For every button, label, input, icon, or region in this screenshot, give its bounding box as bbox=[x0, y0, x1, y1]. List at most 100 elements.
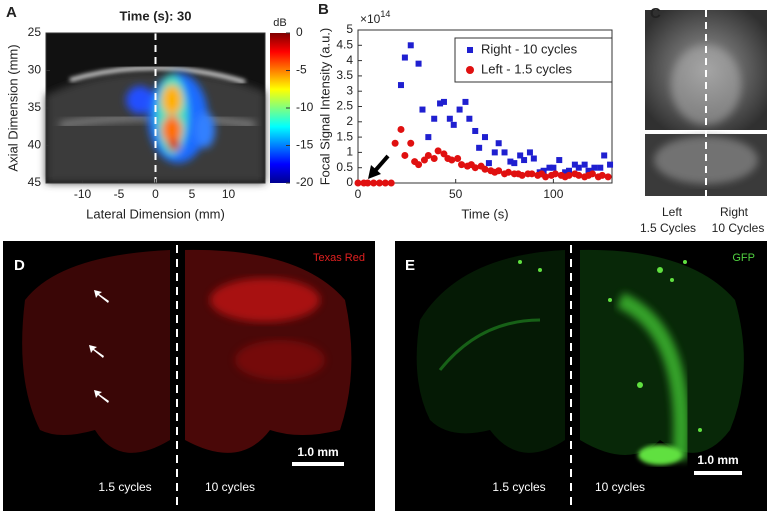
colorbar-label: dB bbox=[273, 17, 286, 29]
left-label: Left bbox=[662, 205, 683, 219]
point bbox=[601, 152, 608, 159]
mri-images bbox=[645, 10, 767, 196]
point bbox=[495, 167, 503, 175]
y-tick-label: 3 bbox=[346, 83, 353, 97]
y-tick-label: 4.5 bbox=[336, 37, 353, 51]
y-tick-label: 2 bbox=[346, 114, 353, 128]
right-cycles: 10 Cycles bbox=[712, 221, 765, 235]
point bbox=[585, 167, 592, 174]
point bbox=[504, 168, 512, 176]
arrow bbox=[368, 154, 390, 179]
y-tick-label: 0.5 bbox=[336, 160, 353, 174]
point bbox=[550, 164, 557, 171]
point bbox=[415, 161, 423, 169]
point bbox=[542, 173, 550, 181]
panel-label: D bbox=[14, 257, 25, 274]
y-tick-label: 1.5 bbox=[336, 129, 353, 143]
y-tick-label: 0 bbox=[346, 175, 353, 189]
y-axis-label: Axial Dimension (mm) bbox=[5, 44, 20, 171]
point bbox=[575, 171, 583, 179]
x-tick-label: 0 bbox=[355, 187, 362, 201]
point bbox=[407, 42, 414, 49]
point bbox=[581, 161, 588, 168]
point bbox=[562, 169, 569, 176]
point bbox=[354, 179, 362, 187]
point bbox=[607, 161, 614, 168]
point bbox=[521, 157, 528, 164]
x-axis-label: Lateral Dimension (mm) bbox=[86, 206, 225, 221]
multiplier-exponent: 14 bbox=[380, 9, 390, 19]
legend-marker bbox=[466, 66, 474, 74]
point bbox=[565, 171, 573, 179]
point bbox=[387, 179, 395, 187]
point bbox=[551, 170, 559, 178]
point bbox=[588, 170, 596, 178]
stain-label: GFP bbox=[732, 252, 755, 264]
point bbox=[397, 125, 405, 133]
point bbox=[430, 155, 438, 163]
point bbox=[456, 106, 463, 113]
point bbox=[546, 164, 553, 171]
y-tick-label: 2.5 bbox=[336, 99, 353, 113]
fluorescence-image bbox=[395, 241, 767, 511]
y-tick-label: 25 bbox=[28, 25, 42, 39]
point bbox=[448, 156, 456, 164]
point bbox=[598, 171, 606, 179]
colorbar-tick-label: -5 bbox=[296, 63, 307, 77]
x-tick-label: 5 bbox=[189, 187, 196, 201]
multiplier-base: ×10 bbox=[360, 12, 381, 26]
point bbox=[566, 167, 573, 174]
point bbox=[440, 98, 447, 105]
point bbox=[466, 115, 473, 122]
x-tick-label: 10 bbox=[222, 187, 236, 201]
point bbox=[476, 144, 483, 151]
point bbox=[364, 179, 372, 187]
x-tick-label: -5 bbox=[114, 187, 125, 201]
point bbox=[481, 165, 489, 173]
point bbox=[425, 134, 432, 141]
left-cycles: 1.5 Cycles bbox=[640, 221, 696, 235]
point bbox=[511, 160, 518, 167]
point bbox=[482, 134, 488, 141]
y-tick-label: 3.5 bbox=[336, 68, 353, 82]
point bbox=[454, 155, 462, 163]
point bbox=[370, 179, 378, 187]
point bbox=[381, 179, 389, 187]
legend-label: Left - 1.5 cycles bbox=[481, 61, 573, 76]
point bbox=[571, 161, 578, 168]
panel-label: E bbox=[405, 257, 415, 274]
scale-bar-label: 1.0 mm bbox=[697, 453, 738, 467]
x-tick-label: -10 bbox=[74, 187, 92, 201]
point bbox=[401, 151, 409, 159]
x-axis-label: Time (s) bbox=[461, 206, 508, 221]
colorbar-tick-label: -10 bbox=[296, 100, 314, 114]
point bbox=[556, 157, 563, 164]
point bbox=[434, 147, 442, 155]
point bbox=[401, 54, 408, 61]
point bbox=[419, 106, 426, 113]
point bbox=[491, 149, 498, 156]
right-cycles: 10 cycles bbox=[595, 480, 645, 494]
point bbox=[450, 121, 457, 128]
point bbox=[604, 173, 612, 181]
point bbox=[518, 171, 526, 179]
y-tick-label: 35 bbox=[28, 100, 42, 114]
point bbox=[495, 140, 502, 147]
point bbox=[415, 60, 422, 67]
x-tick-label: 50 bbox=[449, 187, 463, 201]
left-cycles: 1.5 cycles bbox=[492, 480, 545, 494]
point bbox=[501, 149, 508, 156]
point bbox=[391, 139, 399, 147]
point bbox=[462, 98, 469, 105]
point bbox=[591, 164, 598, 171]
y-tick-label: 4 bbox=[346, 53, 353, 67]
point bbox=[397, 82, 404, 89]
point bbox=[424, 151, 432, 159]
y-axis-label: Focal Signal Intensity (a.u.) bbox=[317, 28, 332, 186]
y-tick-label: 30 bbox=[28, 63, 42, 77]
y-multiplier: ×1014 bbox=[360, 9, 390, 26]
point bbox=[517, 152, 524, 159]
colorbar bbox=[270, 33, 290, 183]
y-tick-label: 1 bbox=[346, 145, 353, 159]
y-tick-label: 45 bbox=[28, 175, 42, 189]
